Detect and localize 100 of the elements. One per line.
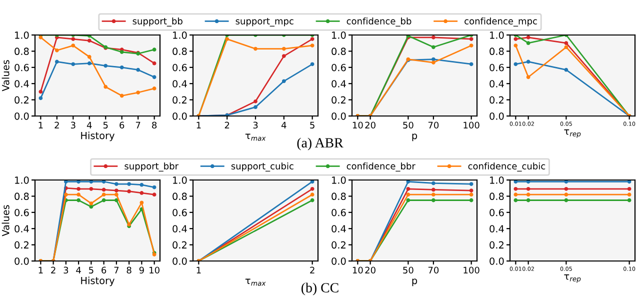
y-tick-label: 0.8 — [14, 48, 29, 56]
y-tick-label: 0.2 — [332, 241, 346, 249]
legend-label: support_bbr — [124, 162, 179, 172]
y-tick-label: 0.2 — [490, 241, 504, 249]
x-tick-label: 10 — [352, 266, 363, 274]
y-tick-label: 0.8 — [14, 192, 29, 200]
y-tick-label: 0.6 — [14, 64, 29, 72]
x-axis-title: τ$_{rep}$ — [564, 274, 581, 283]
x-axis-title: History — [81, 132, 115, 142]
y-tick-label: 0.0 — [172, 257, 187, 265]
y-tick-label: 1.0 — [15, 176, 29, 184]
y-tick-label: 0.4 — [14, 80, 29, 88]
x-axis-title: p — [412, 134, 418, 142]
x-tick-label: 3 — [64, 266, 68, 274]
y-axis-title: Values — [2, 60, 10, 92]
x-tick-label: 2 — [224, 122, 230, 128]
y-tick-label: 1.0 — [15, 31, 29, 39]
y-tick-label: 0.0 — [490, 112, 504, 120]
x-tick-label: 100 — [464, 266, 480, 274]
y-tick-label: 0.8 — [172, 48, 187, 56]
y-tick-label: 0.0 — [332, 257, 346, 265]
x-tick-label: 70 — [428, 266, 439, 274]
x-tick-label: 5 — [310, 122, 314, 129]
legend-label: confidence_mpc — [464, 18, 537, 26]
y-tick-label: 0.4 — [490, 80, 504, 88]
y-tick-label: 0.2 — [172, 241, 186, 249]
y-tick-label: 0.0 — [14, 112, 29, 120]
y-tick-label: 0.2 — [332, 96, 346, 104]
x-tick-label: 4 — [281, 122, 286, 128]
x-tick-label: 6 — [120, 122, 124, 129]
x-tick-label: 50 — [403, 122, 414, 129]
legend-label: support_cubic — [231, 162, 294, 172]
y-tick-label: 0.4 — [490, 225, 504, 232]
x-tick-label: 4 — [76, 266, 81, 274]
x-tick-label: 50 — [403, 266, 414, 274]
x-tick-label: 1 — [38, 266, 43, 274]
y-tick-label: 0.2 — [490, 96, 504, 104]
x-tick-label: 1 — [38, 122, 43, 128]
legend-label: confidence_cubic — [468, 162, 546, 172]
x-tick-label: 20 — [365, 122, 376, 129]
y-axis-title: Values — [2, 205, 10, 236]
y-tick-label: 0.6 — [490, 208, 504, 216]
x-tick-label: 2 — [310, 266, 314, 274]
x-axis-title: p — [412, 278, 418, 286]
y-tick-label: 0.0 — [490, 257, 504, 265]
x-tick-label: 7 — [136, 122, 140, 128]
x-axis-title: τ$_{max}$ — [245, 278, 266, 286]
x-tick-label: 10 — [150, 266, 160, 274]
y-tick-label: 0.6 — [332, 64, 346, 72]
y-tick-label: 1.0 — [173, 31, 187, 39]
legend-label: support_bb — [132, 18, 182, 26]
y-tick-label: 0.4 — [172, 80, 187, 88]
legend-label: confidence_bb — [346, 18, 412, 26]
x-axis-title: History — [81, 276, 115, 286]
x-tick-label: 8 — [152, 122, 157, 129]
y-tick-label: 0.8 — [490, 48, 504, 56]
y-tick-label: 1.0 — [332, 31, 346, 39]
x-tick-label: 8 — [126, 266, 132, 274]
y-tick-label: 0.6 — [14, 208, 29, 216]
y-tick-label: 1.0 — [490, 31, 504, 39]
x-tick-label: 2 — [51, 266, 56, 274]
y-tick-label: 0.8 — [332, 192, 346, 200]
y-tick-label: 0.0 — [14, 257, 29, 265]
y-tick-label: 1.0 — [332, 176, 346, 184]
legend-label: support_mpc — [236, 18, 294, 26]
y-tick-label: 0.0 — [332, 112, 346, 120]
x-tick-label: 9 — [139, 266, 144, 274]
y-tick-label: 0.6 — [172, 208, 187, 216]
x-tick-label: 2 — [54, 122, 59, 128]
y-tick-label: 0.4 — [172, 225, 187, 232]
y-tick-label: 0.2 — [172, 96, 186, 104]
x-axis-title: τ$_{max}$ — [245, 134, 266, 141]
y-tick-label: 1.0 — [173, 176, 187, 184]
x-tick-label: 7 — [114, 266, 119, 274]
y-tick-label: 0.6 — [172, 64, 187, 72]
y-tick-label: 0.4 — [14, 225, 29, 232]
y-tick-label: 0.4 — [332, 225, 346, 232]
x-tick-label: 70 — [428, 122, 439, 129]
x-tick-label: 1 — [196, 122, 201, 128]
x-tick-label: 4 — [86, 122, 92, 128]
x-tick-label: 3 — [70, 122, 76, 129]
x-tick-label: 20 — [365, 266, 376, 274]
x-tick-label: 6 — [102, 266, 106, 274]
y-tick-label: 0.4 — [332, 80, 346, 88]
text: (b) CC — [302, 282, 338, 296]
y-tick-label: 0.2 — [14, 241, 28, 249]
y-tick-label: 0.6 — [332, 208, 346, 216]
x-tick-label: 100 — [464, 122, 480, 129]
legend-label: confidence_bbr — [346, 162, 416, 172]
x-tick-label: 5 — [89, 266, 94, 274]
x-axis-title: τ$_{rep}$ — [564, 129, 581, 138]
x-tick-label: 10 — [352, 122, 363, 129]
x-tick-label: 1 — [196, 266, 201, 274]
y-tick-label: 0.8 — [172, 192, 187, 200]
text: (a) ABR — [297, 138, 344, 150]
y-tick-label: 0.2 — [14, 96, 28, 104]
y-tick-label: 0.6 — [490, 64, 504, 72]
y-tick-label: 0.8 — [332, 48, 346, 56]
x-tick-label: 3 — [253, 122, 258, 129]
x-tick-label: 5 — [103, 122, 108, 129]
